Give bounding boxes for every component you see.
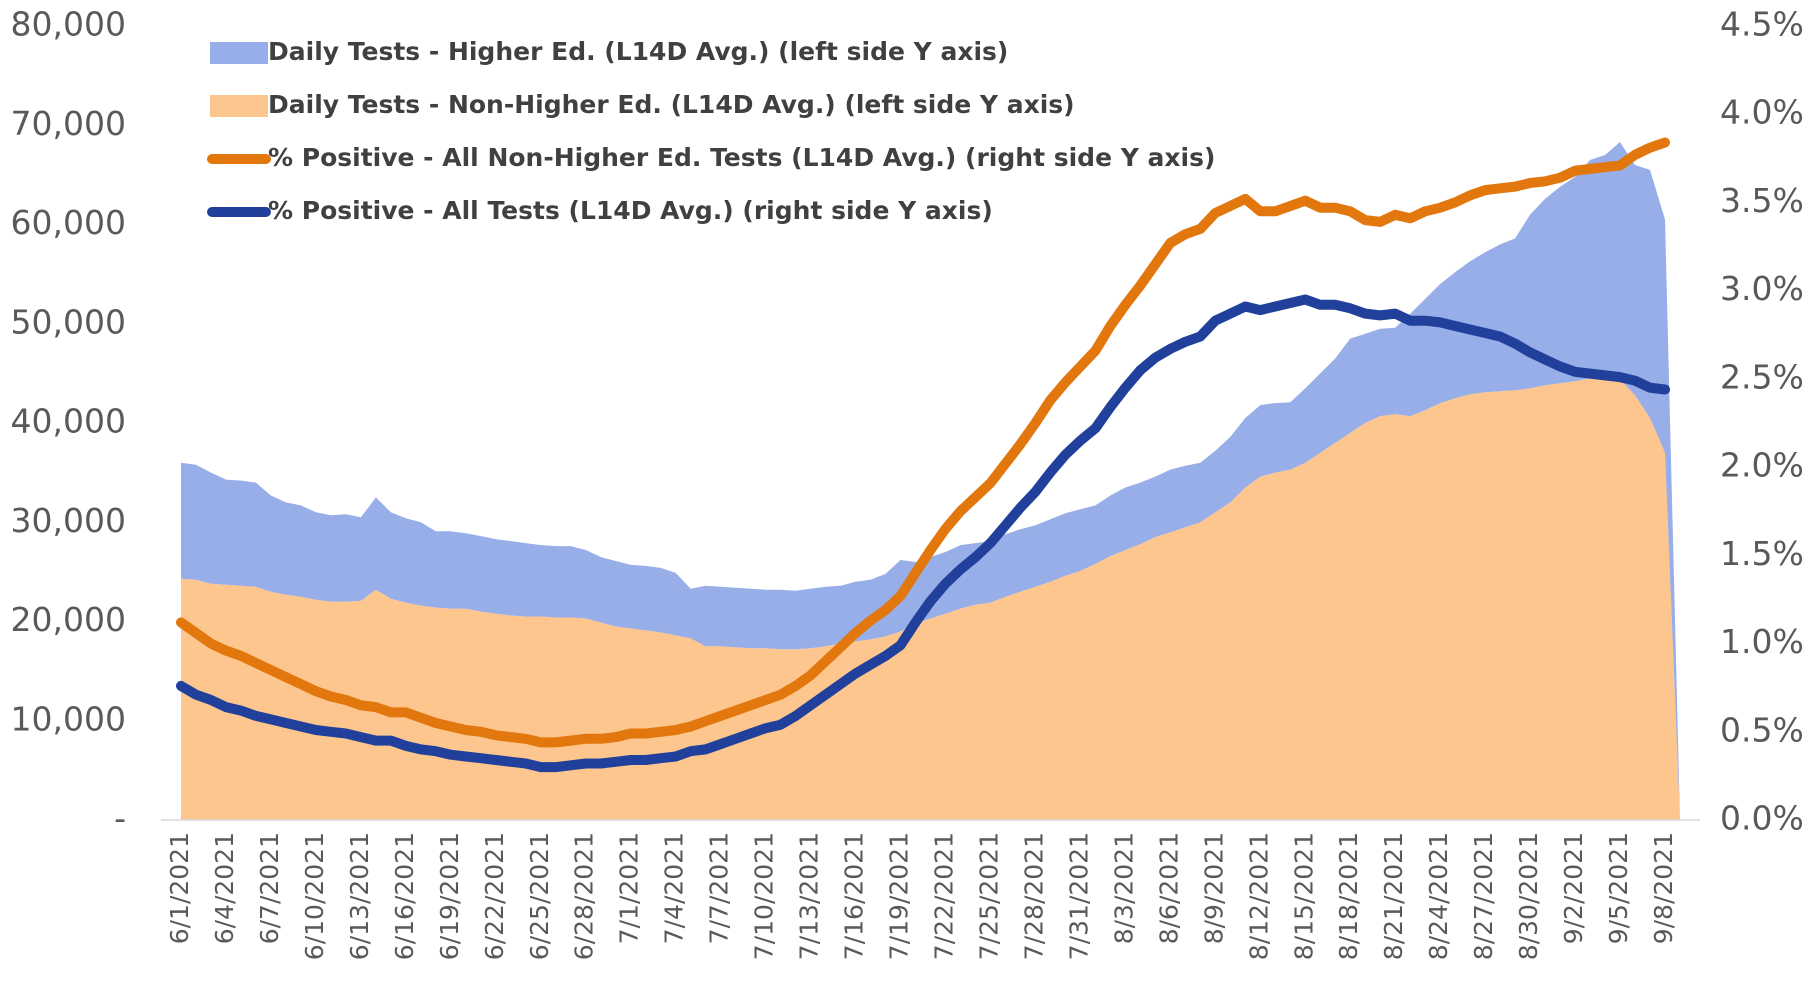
y2-tick-label: 2.5% — [1720, 357, 1804, 396]
y-tick-label: 10,000 — [11, 699, 126, 738]
y2-tick-label: 0.0% — [1720, 799, 1804, 838]
x-tick-label: 9/5/2021 — [1604, 832, 1633, 944]
x-tick-label: 7/31/2021 — [1064, 832, 1093, 960]
legend-swatch — [210, 95, 268, 117]
x-tick-label: 8/3/2021 — [1109, 832, 1138, 944]
x-tick-label: 6/1/2021 — [165, 832, 194, 944]
x-tick-label: 7/19/2021 — [885, 832, 914, 960]
legend-label: Daily Tests - Higher Ed. (L14D Avg.) (le… — [268, 37, 1008, 66]
x-tick-label: 8/12/2021 — [1244, 832, 1273, 960]
y2-tick-label: 4.0% — [1720, 93, 1804, 132]
x-tick-label: 6/28/2021 — [570, 832, 599, 960]
y-tick-label: - — [114, 799, 126, 838]
x-tick-label: 6/22/2021 — [480, 832, 509, 960]
x-tick-label: 7/28/2021 — [1019, 832, 1048, 960]
x-tick-label: 7/13/2021 — [795, 832, 824, 960]
x-tick-label: 8/30/2021 — [1514, 832, 1543, 960]
y2-tick-label: 3.5% — [1720, 181, 1804, 220]
y2-tick-label: 3.0% — [1720, 269, 1804, 308]
x-tick-label: 6/4/2021 — [210, 832, 239, 944]
x-tick-label: 8/15/2021 — [1289, 832, 1318, 960]
area — [181, 377, 1680, 820]
line — [176, 294, 1670, 773]
x-tick-label: 6/7/2021 — [255, 832, 284, 944]
x-tick-label: 6/16/2021 — [390, 832, 419, 960]
y-tick-label: 50,000 — [11, 302, 126, 341]
x-tick-label: 7/16/2021 — [840, 832, 869, 960]
y-tick-label: 40,000 — [11, 402, 126, 441]
y2-tick-label: 4.5% — [1720, 5, 1804, 44]
legend: Daily Tests - Higher Ed. (L14D Avg.) (le… — [207, 37, 1215, 225]
x-tick-label: 8/24/2021 — [1424, 832, 1453, 960]
line — [176, 137, 1670, 748]
y2-tick-label: 0.5% — [1720, 710, 1804, 749]
y-tick-label: 70,000 — [11, 104, 126, 143]
x-tick-label: 8/21/2021 — [1379, 832, 1408, 960]
x-tick-label: 6/10/2021 — [300, 832, 329, 960]
y-tick-label: 30,000 — [11, 501, 126, 540]
y2-tick-label: 1.0% — [1720, 622, 1804, 661]
x-tick-label: 9/2/2021 — [1559, 832, 1588, 944]
x-tick-label: 7/7/2021 — [705, 832, 734, 944]
x-tick-label: 7/22/2021 — [929, 832, 958, 960]
x-tick-label: 7/1/2021 — [615, 832, 644, 944]
y2-tick-label: 2.0% — [1720, 446, 1804, 485]
y2-tick-label: 1.5% — [1720, 534, 1804, 573]
legend-label: Daily Tests - Non-Higher Ed. (L14D Avg.)… — [268, 90, 1075, 119]
y-tick-label: 20,000 — [11, 600, 126, 639]
legend-swatch — [210, 42, 268, 64]
x-tick-label: 7/25/2021 — [974, 832, 1003, 960]
x-tick-label: 6/13/2021 — [345, 832, 374, 960]
x-tick-label: 8/9/2021 — [1199, 832, 1228, 944]
x-tick-label: 6/19/2021 — [435, 832, 464, 960]
x-tick-label: 9/8/2021 — [1649, 832, 1678, 944]
x-tick-label: 6/25/2021 — [525, 832, 554, 960]
legend-label: % Positive - All Non-Higher Ed. Tests (L… — [268, 143, 1215, 172]
x-tick-label: 8/6/2021 — [1154, 832, 1183, 944]
legend-label: % Positive - All Tests (L14D Avg.) (righ… — [268, 196, 993, 225]
x-tick-label: 8/27/2021 — [1469, 832, 1498, 960]
y-tick-label: 80,000 — [11, 5, 126, 44]
y-tick-label: 60,000 — [11, 203, 126, 242]
x-tick-label: 7/10/2021 — [750, 832, 779, 960]
x-tick-label: 8/18/2021 — [1334, 832, 1363, 960]
x-tick-label: 7/4/2021 — [660, 832, 689, 944]
